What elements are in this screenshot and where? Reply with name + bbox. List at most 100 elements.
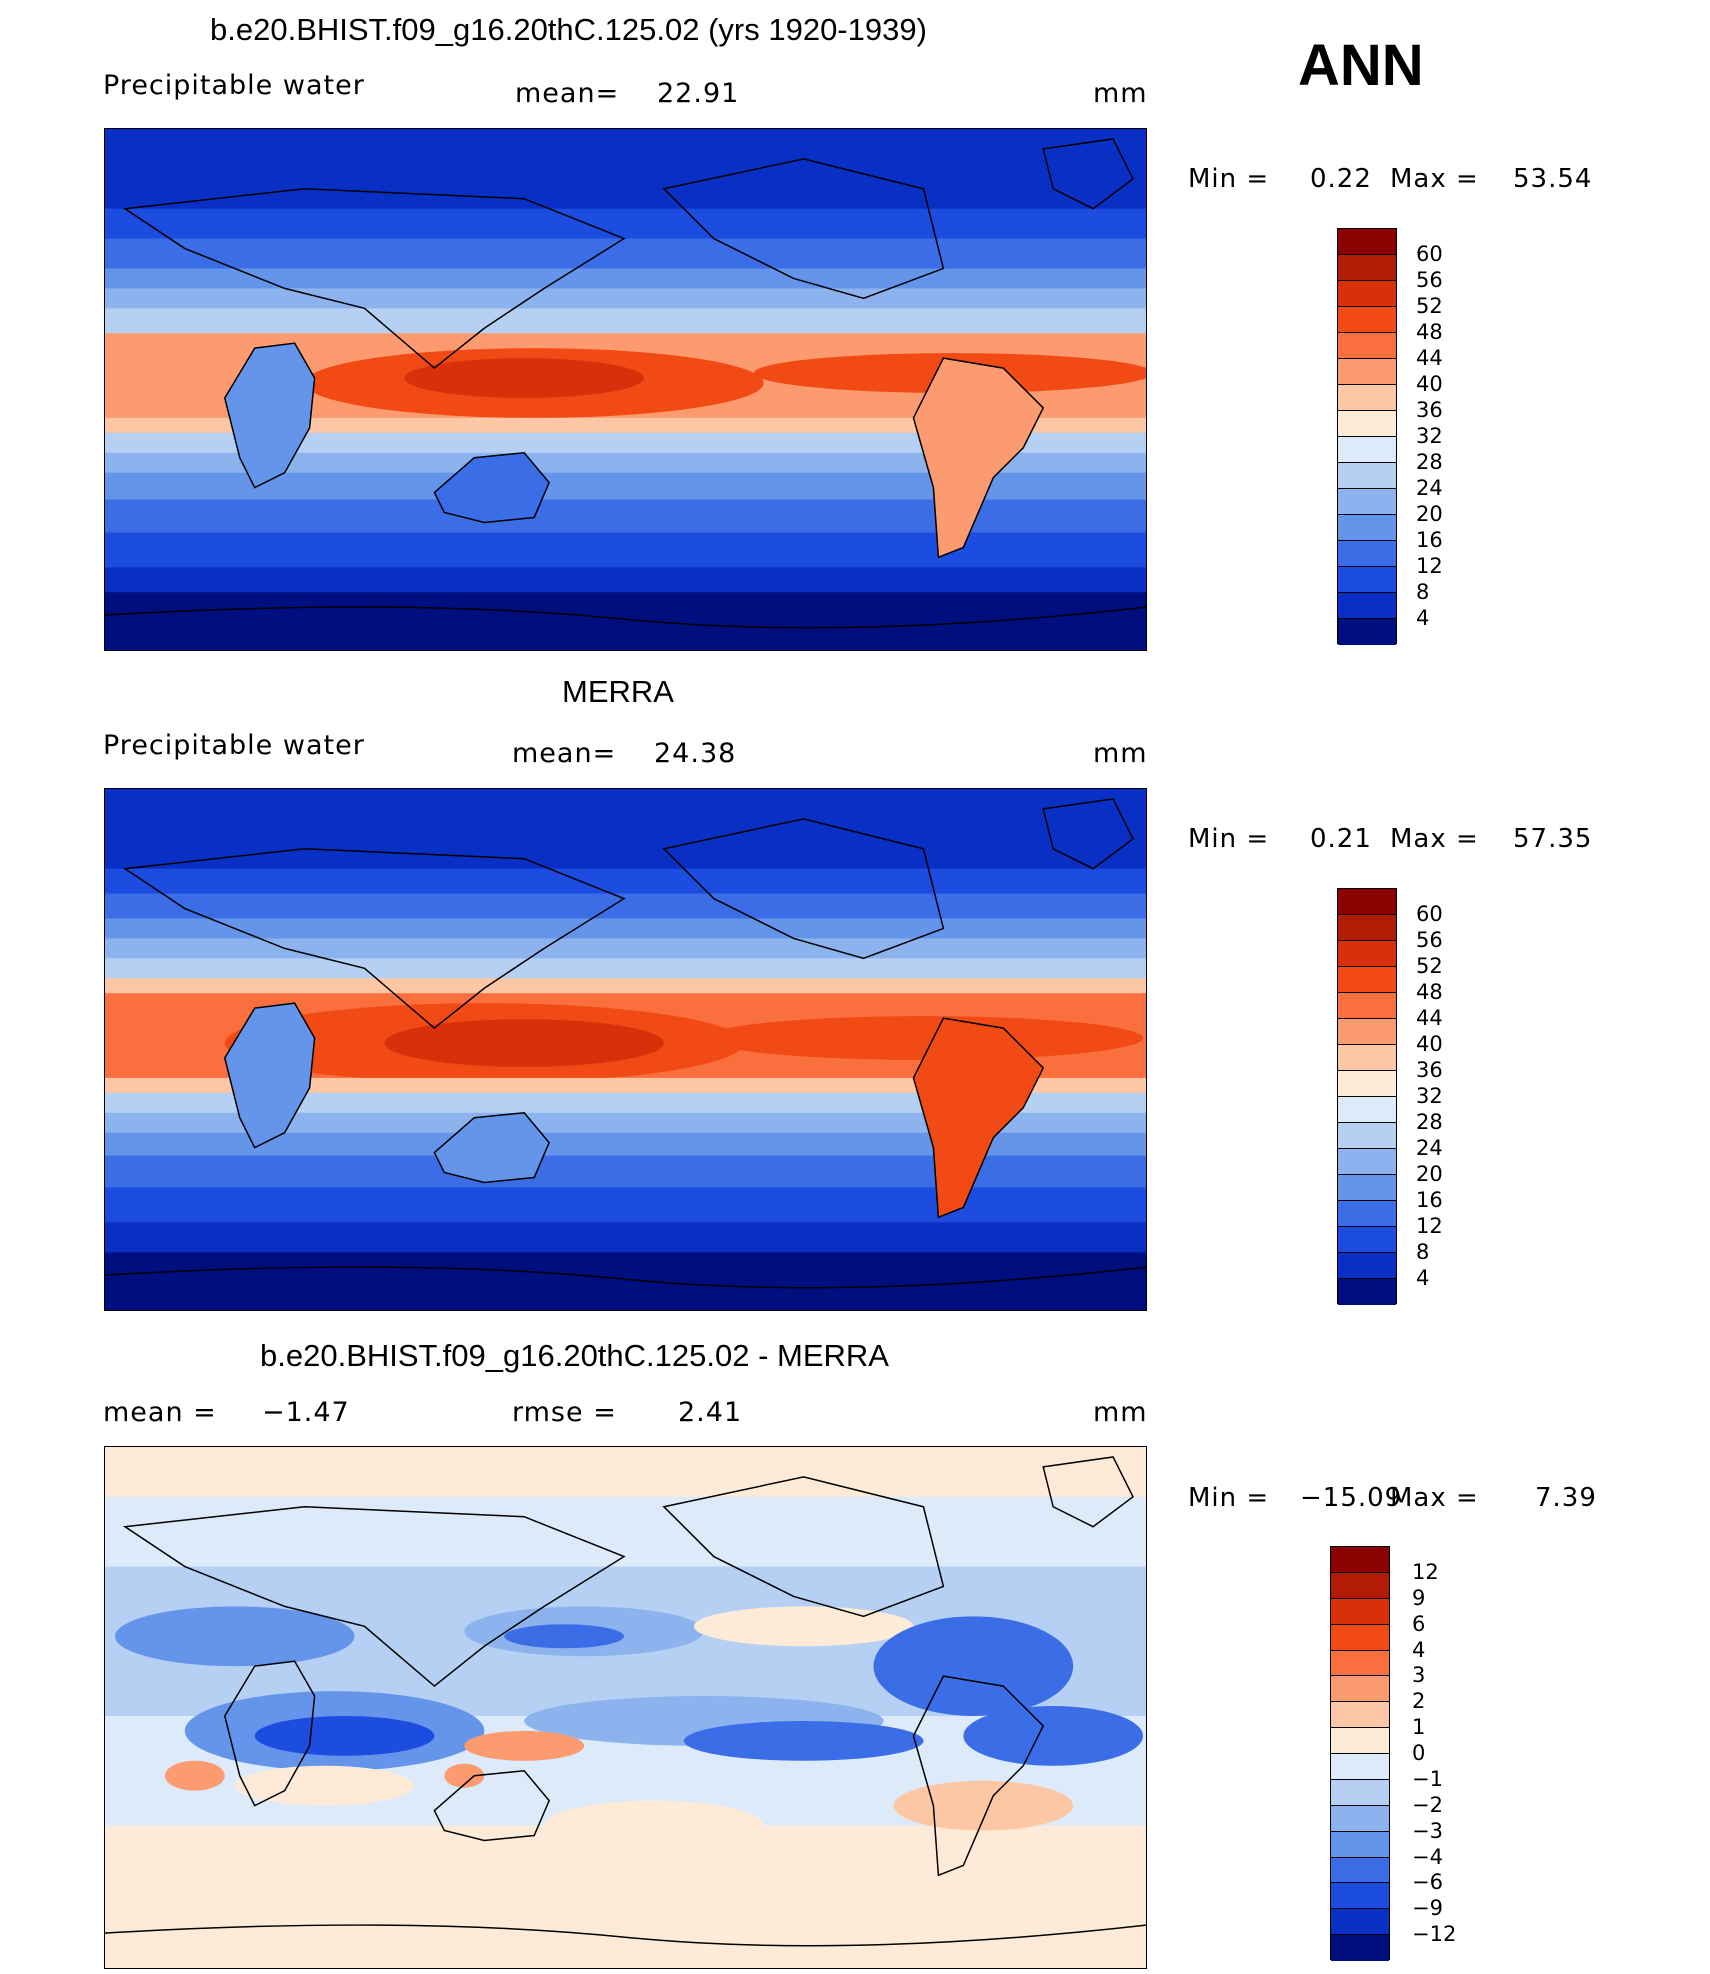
panel-1-min-label: Min = (1188, 164, 1270, 194)
colorbar-swatch (1338, 1175, 1396, 1201)
colorbar-swatch (1338, 229, 1396, 255)
colorbar-swatch (1331, 1909, 1389, 1936)
colorbar-swatch (1338, 515, 1396, 541)
colorbar-tick-label: 6 (1412, 1611, 1426, 1636)
panel-2-min-value: 0.21 (1310, 824, 1372, 854)
colorbar-tick-label: 48 (1416, 320, 1443, 344)
colorbar-tick-label: 36 (1416, 398, 1443, 422)
colorbar-swatch (1331, 1779, 1389, 1806)
colorbar-tick-label: −2 (1412, 1792, 1443, 1817)
colorbar-tick-label: 52 (1416, 294, 1443, 318)
colorbar-swatch (1338, 1149, 1396, 1175)
colorbar-swatch (1338, 993, 1396, 1019)
panel-2-mean-value: 24.38 (654, 738, 737, 769)
panel-2-variable-label: Precipitable water (103, 730, 365, 761)
panel-3-colorbar (1330, 1546, 1390, 1961)
panel-1-colorbar (1337, 228, 1397, 645)
colorbar-tick-label: 20 (1416, 1162, 1443, 1186)
colorbar-tick-label: 8 (1416, 580, 1430, 604)
colorbar-swatch (1331, 1857, 1389, 1884)
colorbar-tick-label: 4 (1416, 1266, 1430, 1290)
colorbar-swatch (1338, 1227, 1396, 1253)
colorbar-tick-label: 4 (1416, 606, 1430, 630)
colorbar-swatch (1338, 255, 1396, 281)
panel-3-units: mm (1093, 1397, 1148, 1428)
panel-3-max-label: Max = (1390, 1483, 1479, 1513)
panel-3-map-graphic (105, 1447, 1146, 1968)
panel-2-units: mm (1093, 738, 1148, 769)
panel-1-mean-label: mean= (515, 78, 620, 109)
panel-2-max-value: 57.35 (1513, 824, 1593, 854)
colorbar-tick-label: 12 (1416, 554, 1443, 578)
colorbar-swatch (1338, 915, 1396, 941)
colorbar-tick-label: −1 (1412, 1766, 1443, 1791)
colorbar-swatch (1338, 967, 1396, 993)
season-label: ANN (1298, 33, 1424, 98)
colorbar-swatch (1338, 463, 1396, 489)
colorbar-tick-label: 0 (1412, 1741, 1426, 1765)
colorbar-tick-label: 56 (1416, 268, 1443, 292)
colorbar-swatch (1338, 281, 1396, 307)
colorbar-tick-label: 44 (1416, 346, 1443, 370)
colorbar-swatch (1338, 1201, 1396, 1227)
colorbar-swatch (1338, 1071, 1396, 1097)
colorbar-tick-label: 32 (1416, 1084, 1443, 1108)
colorbar-swatch (1338, 1019, 1396, 1045)
colorbar-swatch (1338, 385, 1396, 411)
colorbar-swatch (1338, 359, 1396, 385)
panel-3-rmse-value: 2.41 (678, 1397, 743, 1428)
colorbar-swatch (1338, 411, 1396, 437)
panel-3-min-label: Min = (1188, 1483, 1270, 1513)
colorbar-tick-label: 60 (1416, 902, 1443, 926)
colorbar-swatch (1331, 1676, 1389, 1703)
panel-1-map-graphic (105, 129, 1146, 650)
colorbar-swatch (1331, 1935, 1389, 1961)
panel-3-mean-value: −1.47 (262, 1397, 350, 1428)
colorbar-tick-label: 16 (1416, 1188, 1443, 1212)
colorbar-swatch (1338, 941, 1396, 967)
colorbar-swatch (1331, 1572, 1389, 1599)
panel-3-title: b.e20.BHIST.f09_g16.20thC.125.02 - MERRA (260, 1338, 889, 1373)
colorbar-swatch (1338, 437, 1396, 463)
colorbar-swatch (1338, 1097, 1396, 1123)
colorbar-swatch (1338, 593, 1396, 619)
panel-1-max-value: 53.54 (1513, 164, 1593, 194)
panel-1-units: mm (1093, 78, 1148, 109)
colorbar-tick-label: 9 (1412, 1585, 1426, 1610)
colorbar-swatch (1338, 1279, 1396, 1305)
colorbar-tick-label: 40 (1416, 372, 1443, 396)
colorbar-swatch (1331, 1547, 1389, 1573)
panel-2-max-label: Max = (1390, 824, 1479, 854)
colorbar-tick-label: 28 (1416, 1110, 1443, 1134)
colorbar-swatch (1331, 1754, 1389, 1780)
colorbar-tick-label: 60 (1416, 242, 1443, 266)
colorbar-tick-label: 52 (1416, 954, 1443, 978)
colorbar-tick-label: 4 (1412, 1637, 1426, 1662)
colorbar-tick-label: 24 (1416, 476, 1443, 500)
colorbar-swatch (1338, 889, 1396, 915)
colorbar-tick-label: 56 (1416, 928, 1443, 952)
panel-2-title: MERRA (562, 674, 674, 709)
colorbar-swatch (1331, 1805, 1389, 1832)
colorbar-tick-label: 24 (1416, 1136, 1443, 1160)
colorbar-swatch (1331, 1831, 1389, 1858)
colorbar-swatch (1331, 1728, 1389, 1754)
panel-3-rmse-label: rmse = (512, 1397, 617, 1428)
panel-1-max-label: Max = (1390, 164, 1479, 194)
colorbar-tick-label: 20 (1416, 502, 1443, 526)
colorbar-tick-label: 1 (1412, 1715, 1426, 1740)
colorbar-swatch (1338, 1253, 1396, 1279)
panel-1-map (104, 128, 1147, 651)
panel-1-min-value: 0.22 (1310, 164, 1372, 194)
panel-2-colorbar (1337, 888, 1397, 1305)
colorbar-swatch (1338, 541, 1396, 567)
panel-3-max-value: 7.39 (1535, 1483, 1597, 1513)
panel-2-min-label: Min = (1188, 824, 1270, 854)
colorbar-tick-label: 2 (1412, 1689, 1426, 1714)
colorbar-tick-label: −12 (1412, 1922, 1457, 1947)
colorbar-tick-label: 12 (1412, 1559, 1439, 1584)
colorbar-tick-label: 8 (1416, 1240, 1430, 1264)
colorbar-swatch (1331, 1598, 1389, 1625)
colorbar-swatch (1331, 1883, 1389, 1910)
colorbar-tick-label: 40 (1416, 1032, 1443, 1056)
